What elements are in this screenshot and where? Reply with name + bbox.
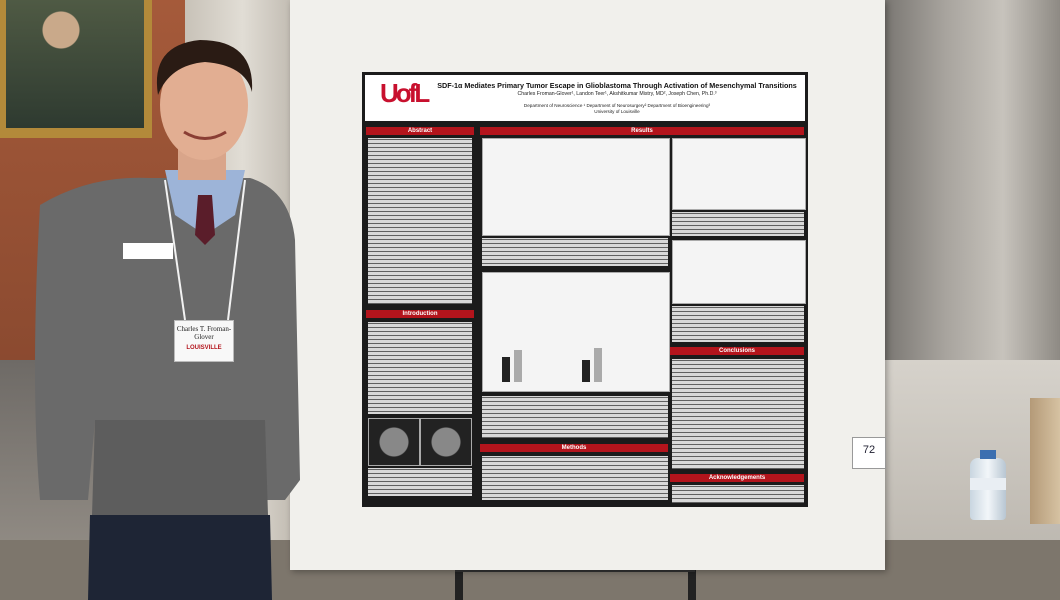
abstract-text (368, 138, 472, 304)
introduction-text (368, 322, 472, 414)
poster-header (365, 75, 805, 121)
methods-text (482, 456, 668, 500)
section-header: Results (480, 127, 804, 135)
box-plot (672, 240, 806, 304)
survival-plot (482, 138, 670, 236)
section-header: Acknowledgements (670, 474, 804, 482)
conclusions-text (672, 359, 804, 469)
smile (183, 130, 227, 140)
tie (195, 195, 215, 245)
easel-leg (455, 565, 463, 600)
bar (502, 357, 510, 382)
board-number: 72 (852, 437, 886, 469)
figure-caption (482, 396, 668, 438)
bottle-cap (980, 450, 996, 459)
section-header: Methods (480, 444, 668, 452)
easel-bar (455, 568, 695, 572)
figure-caption (672, 306, 804, 342)
figure-caption (672, 212, 804, 236)
figure-caption (368, 468, 472, 496)
section-header: Introduction (366, 310, 474, 318)
mri-image (420, 418, 472, 466)
lanyard (227, 179, 246, 321)
box-plot (672, 138, 806, 210)
name-badge: Charles T. Froman-Glover LOUISVILLE (174, 320, 234, 362)
poster-university: University of Louisville (594, 109, 640, 114)
poster-affiliations: Department of Neuroscience ¹ Department … (523, 103, 711, 108)
section-header: Conclusions (670, 347, 804, 355)
sweater-hem (92, 420, 268, 515)
bar (514, 350, 522, 382)
figure-caption (482, 238, 668, 266)
mri-image (368, 418, 420, 466)
person (35, 40, 300, 600)
acknowledgements-text (672, 485, 804, 503)
easel-leg (688, 565, 696, 600)
poster-title: SDF-1α Mediates Primary Tumor Escape in … (437, 81, 797, 90)
cup (1030, 398, 1060, 524)
badge-name: Charles T. Froman-Glover (176, 325, 232, 341)
badge-org: LOUISVILLE (186, 345, 222, 351)
bottle-label (970, 478, 1006, 490)
section-header: Abstract (366, 127, 474, 135)
western-blot (482, 272, 670, 392)
bar (582, 360, 590, 382)
sweater (35, 177, 300, 500)
hair (156, 40, 253, 95)
sticker-tag (123, 243, 173, 259)
logo: UofL (380, 78, 430, 108)
poster: UofL SDF-1α Mediates Primary Tumor Escap… (362, 72, 808, 507)
lanyard (164, 179, 186, 321)
painting (6, 0, 144, 128)
poster-authors: Charles Froman-Glover¹, Landon Teer¹, Ak… (517, 91, 717, 97)
bar (594, 348, 602, 382)
pants (88, 515, 272, 600)
